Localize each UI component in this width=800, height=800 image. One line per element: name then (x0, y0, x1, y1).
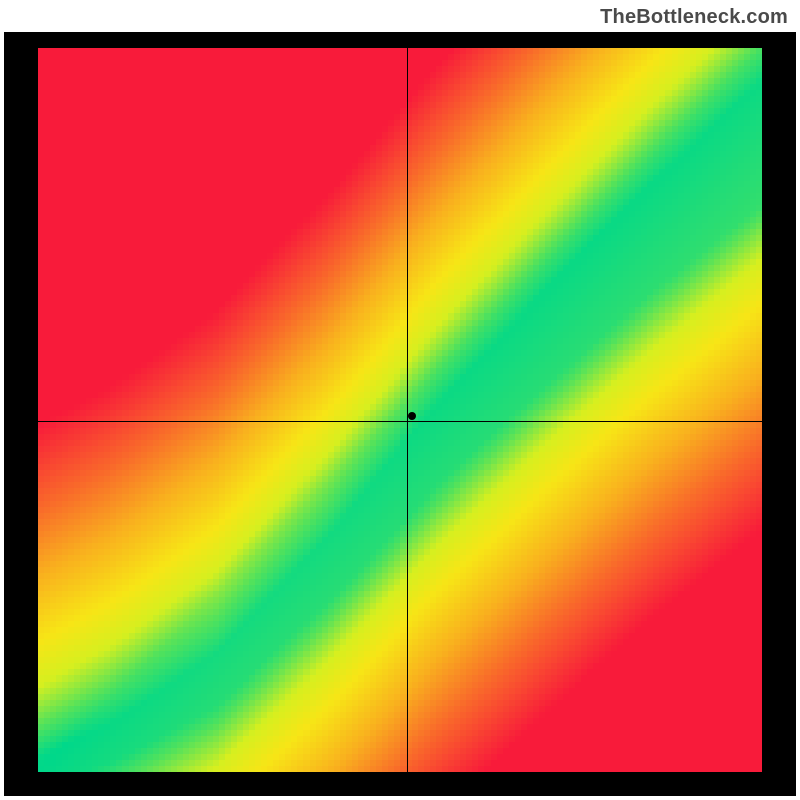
plot-area (38, 48, 762, 772)
plot-outer-frame (4, 32, 796, 796)
crosshair-vertical (407, 48, 408, 772)
figure-wrapper: TheBottleneck.com (0, 0, 800, 800)
crosshair-horizontal (38, 421, 762, 422)
heatmap-canvas (38, 48, 762, 772)
attribution-text: TheBottleneck.com (600, 6, 788, 29)
crosshair-marker (408, 412, 416, 420)
